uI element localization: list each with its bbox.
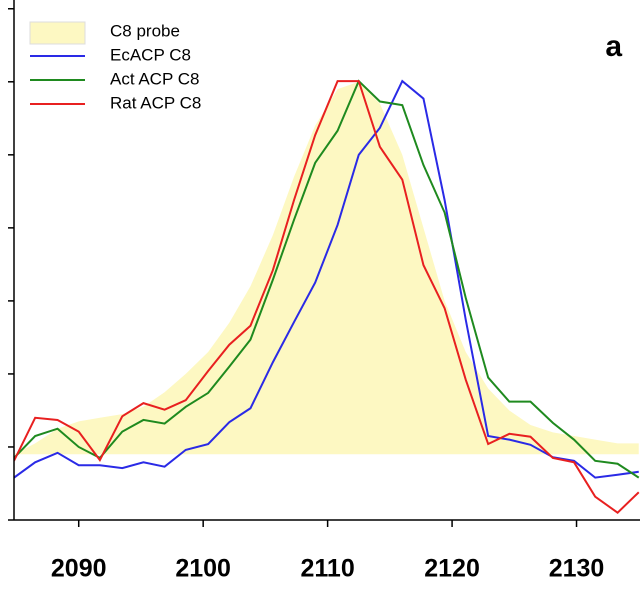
legend-label: Rat ACP C8 xyxy=(110,93,201,112)
area xyxy=(14,81,639,455)
line xyxy=(14,79,639,479)
x-tick-label: 2120 xyxy=(424,555,480,583)
legend-label: EcACP C8 xyxy=(110,45,191,64)
plot xyxy=(14,79,640,514)
x-tick-label: 2110 xyxy=(300,555,354,583)
x-tick-label: 2130 xyxy=(549,555,605,583)
legend-swatch xyxy=(29,21,86,45)
x-tick-label: 2090 xyxy=(51,555,107,583)
line xyxy=(14,80,640,514)
x-tick-label: 2100 xyxy=(175,555,231,583)
line xyxy=(14,79,640,479)
legend-label: C8 probe xyxy=(110,21,180,40)
panel-label: a xyxy=(605,30,622,63)
legend-label: Act ACP C8 xyxy=(110,69,199,88)
